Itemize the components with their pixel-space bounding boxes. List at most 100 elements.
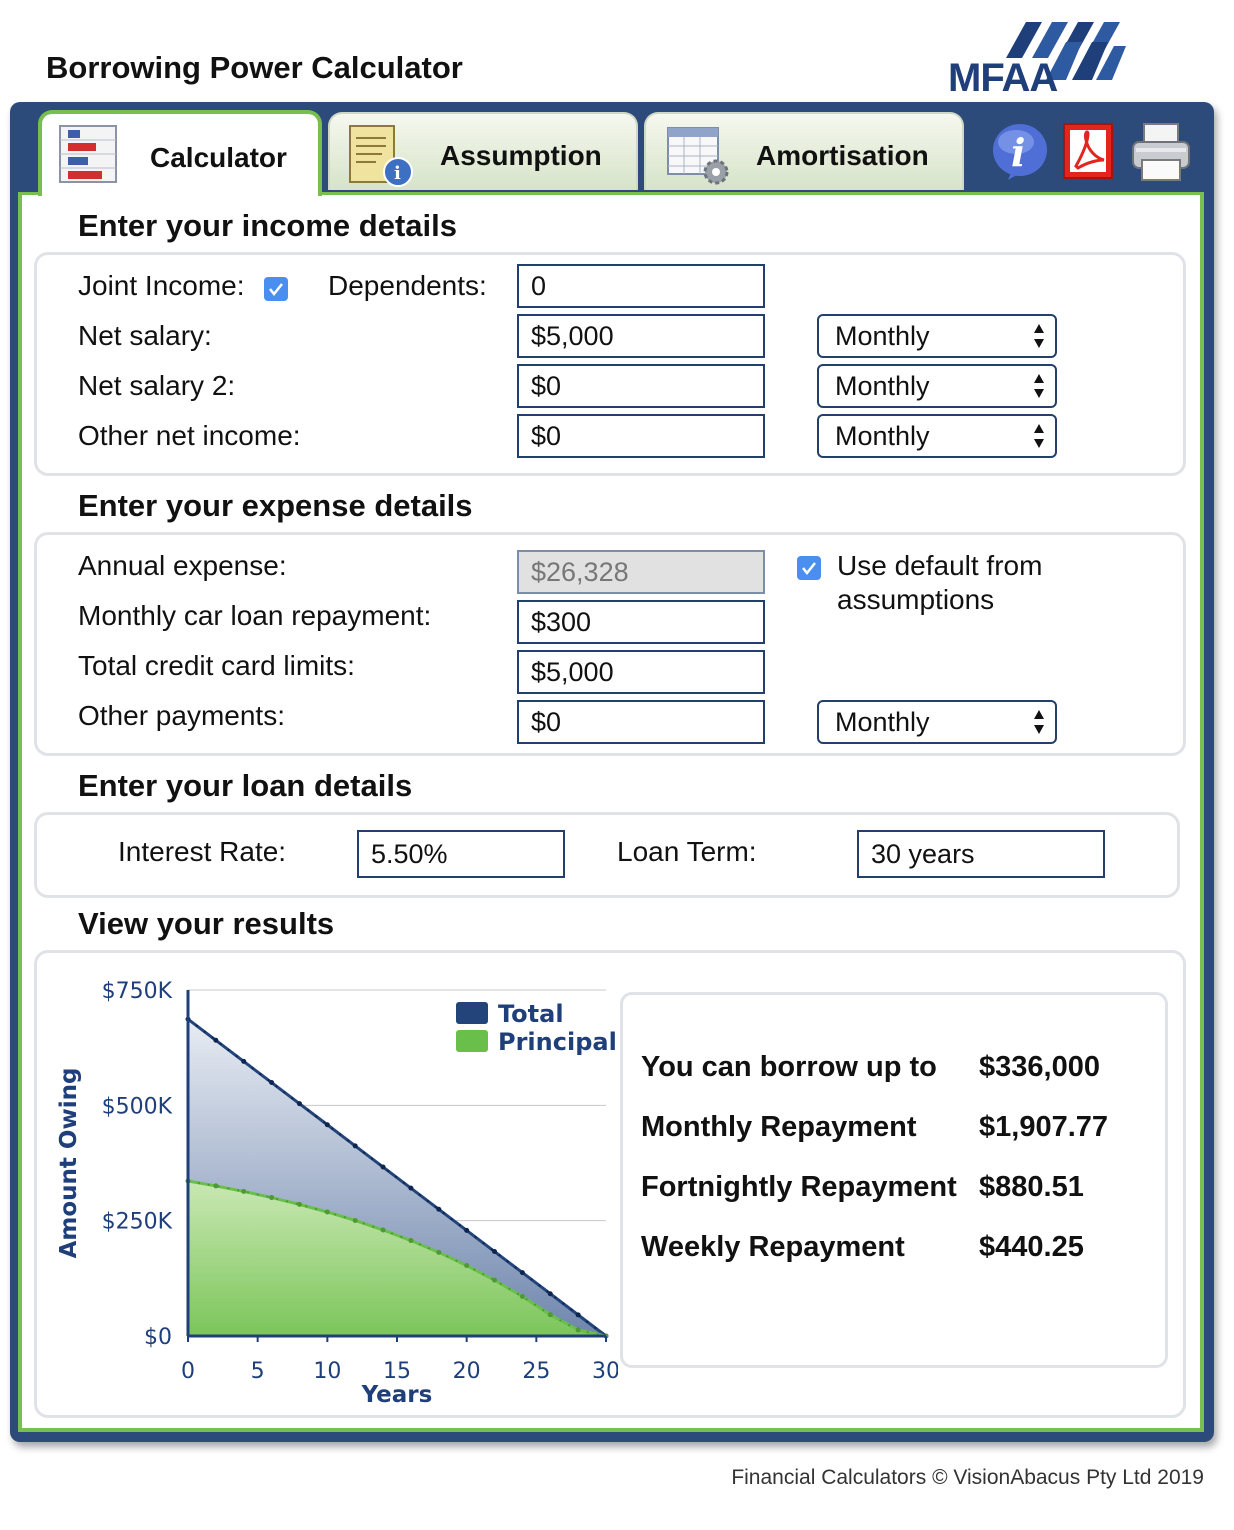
other-net-income-frequency-value: Monthly (835, 421, 930, 451)
select-arrows-icon (1034, 424, 1044, 448)
other-payments-field[interactable]: $0 (517, 700, 765, 744)
loan-term-field[interactable]: 30 years (857, 830, 1105, 878)
tab-assumption[interactable]: i Assumption (328, 112, 638, 190)
use-default-checkbox[interactable] (797, 556, 821, 580)
weekly-repayment-value: $440.25 (979, 1231, 1084, 1263)
legend-swatch-principal (456, 1030, 488, 1052)
principal-point (464, 1263, 470, 1269)
fortnightly-repayment-value: $880.51 (979, 1171, 1084, 1203)
net-salary-frequency-select[interactable]: Monthly (817, 314, 1057, 358)
car-loan-repayment-field[interactable]: $300 (517, 600, 765, 644)
total-point (352, 1143, 358, 1149)
net-salary-2-frequency-select[interactable]: Monthly (817, 364, 1057, 408)
principal-point (436, 1249, 442, 1255)
y-tick-label: $250K (102, 1210, 173, 1235)
principal-line-markers (187, 1180, 607, 1337)
dependents-field[interactable]: 0 (517, 264, 765, 308)
select-arrows-icon (1034, 710, 1044, 734)
document-info-icon: i (346, 124, 413, 187)
principal-point (241, 1188, 247, 1194)
principal-point (575, 1327, 581, 1333)
total-point (269, 1080, 275, 1086)
pdf-icon[interactable] (1062, 122, 1116, 187)
principal-point (380, 1227, 386, 1233)
tab-calculator-label: Calculator (150, 142, 287, 173)
net-salary-2-label: Net salary 2: (78, 370, 236, 401)
other-net-income-frequency-select[interactable]: Monthly (817, 414, 1057, 458)
checkmark-icon (802, 562, 816, 576)
net-salary-2-field[interactable]: $0 (517, 364, 765, 408)
mfaa-logo: MFAA (946, 18, 1128, 100)
principal-area (188, 1180, 606, 1336)
monthly-repayment-label: Monthly Repayment (641, 1111, 917, 1143)
credit-card-limits-field[interactable]: $5,000 (517, 650, 765, 694)
total-point (436, 1206, 442, 1212)
interest-rate-field[interactable]: 5.50% (357, 830, 565, 878)
checkmark-icon (269, 283, 283, 297)
total-line (187, 1017, 607, 1338)
total-point (241, 1058, 247, 1064)
total-point (492, 1249, 498, 1255)
x-tick-label: 10 (313, 1359, 341, 1384)
borrow-value: $336,000 (979, 1051, 1100, 1083)
legend-swatch-total (456, 1002, 488, 1024)
principal-point (324, 1209, 330, 1215)
net-salary-frequency-value: Monthly (835, 321, 930, 351)
total-point (324, 1122, 330, 1128)
loan-term-label: Loan Term: (617, 836, 757, 867)
x-axis-label: Years (361, 1382, 433, 1408)
total-point (296, 1101, 302, 1107)
other-net-income-field[interactable]: $0 (517, 414, 765, 458)
car-loan-repayment-label: Monthly car loan repayment: (78, 600, 432, 631)
y-tick-label: $750K (102, 979, 173, 1004)
total-point (213, 1037, 219, 1043)
principal-point (547, 1312, 553, 1318)
principal-point (408, 1238, 414, 1244)
interest-rate-label: Interest Rate: (118, 836, 287, 867)
net-salary-2-frequency-value: Monthly (835, 371, 930, 401)
annual-expense-label: Annual expense: (78, 550, 287, 581)
footer-copyright: Financial Calculators © VisionAbacus Pty… (731, 1466, 1204, 1489)
tab-calculator[interactable]: Calculator (38, 110, 322, 196)
legend-label-principal: Principal (498, 1028, 617, 1056)
x-tick-label: 25 (522, 1359, 550, 1384)
other-payments-frequency-select[interactable]: Monthly (817, 700, 1057, 744)
principal-point (492, 1277, 498, 1283)
x-tick-label: 5 (251, 1359, 265, 1384)
printer-icon[interactable] (1130, 120, 1192, 189)
tab-assumption-label: Assumption (440, 140, 602, 171)
use-default-label-line-2: assumptions (837, 584, 995, 615)
x-tick-label: 15 (383, 1359, 411, 1384)
net-salary-label: Net salary: (78, 320, 212, 351)
legend-label-total: Total (498, 1000, 564, 1028)
principal-point (352, 1217, 358, 1223)
loan-section-title: Enter your loan details (78, 768, 413, 803)
svg-text:i: i (1011, 130, 1025, 175)
net-salary-field[interactable]: $5,000 (517, 314, 765, 358)
x-tick-label: 0 (181, 1359, 195, 1384)
total-point (380, 1164, 386, 1170)
select-arrows-icon (1034, 374, 1044, 398)
x-tick-label: 20 (453, 1359, 481, 1384)
amortisation-chart: $0 $250K $500K $750K 0 5 10 15 20 25 30 Years Amount… (56, 979, 618, 1408)
y-axis-label: Amount Owing (56, 1068, 82, 1259)
svg-text:i: i (394, 163, 401, 184)
monthly-repayment-value: $1,907.77 (979, 1111, 1109, 1143)
dependents-label: Dependents: (328, 270, 487, 301)
total-point (408, 1185, 414, 1191)
principal-point (269, 1195, 275, 1201)
y-tick-label: $0 (144, 1325, 172, 1350)
annual-expense-field: $26,328 (517, 550, 765, 594)
principal-point (213, 1183, 219, 1189)
joint-income-checkbox[interactable] (264, 277, 288, 301)
app-title: Borrowing Power Calculator (46, 50, 463, 85)
x-tick-label: 30 (592, 1359, 618, 1384)
borrow-label: You can borrow up to (641, 1051, 937, 1083)
expense-section-title: Enter your expense details (78, 488, 473, 523)
principal-point (296, 1201, 302, 1207)
credit-card-limits-label: Total credit card limits: (78, 650, 355, 681)
other-payments-label: Other payments: (78, 700, 285, 731)
tab-amortisation[interactable]: Amortisation (644, 112, 964, 190)
logo-text: MFAA (948, 56, 1058, 100)
info-icon[interactable]: i (992, 122, 1050, 187)
